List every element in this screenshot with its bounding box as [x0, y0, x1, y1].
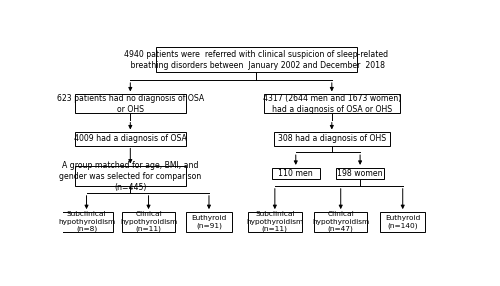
Text: Euthyroid
(n=140): Euthyroid (n=140) [385, 215, 420, 229]
Text: Euthyroid
(n=91): Euthyroid (n=91) [192, 215, 226, 229]
FancyBboxPatch shape [75, 132, 186, 146]
Text: A group matched for age, BMI, and
gender was selected for comparison
(n=445): A group matched for age, BMI, and gender… [59, 161, 202, 192]
FancyBboxPatch shape [314, 212, 368, 232]
Text: Subclinical
hypothyroidism
(n=8): Subclinical hypothyroidism (n=8) [58, 211, 115, 233]
FancyBboxPatch shape [264, 94, 400, 113]
Text: Subclinical
hypothyroidism
(n=11): Subclinical hypothyroidism (n=11) [246, 211, 304, 233]
FancyBboxPatch shape [122, 212, 176, 232]
Text: 308 had a diagnosis of OHS: 308 had a diagnosis of OHS [278, 134, 386, 143]
FancyBboxPatch shape [75, 166, 186, 186]
Text: 4009 had a diagnosis of OSA: 4009 had a diagnosis of OSA [74, 134, 186, 143]
FancyBboxPatch shape [75, 94, 186, 113]
FancyBboxPatch shape [186, 212, 232, 232]
Text: Clinical
hypothyroidism
(n=47): Clinical hypothyroidism (n=47) [312, 211, 370, 233]
FancyBboxPatch shape [60, 212, 114, 232]
FancyBboxPatch shape [380, 212, 425, 232]
Text: 110 men: 110 men [278, 169, 313, 178]
FancyBboxPatch shape [274, 132, 390, 146]
FancyBboxPatch shape [272, 168, 320, 179]
FancyBboxPatch shape [248, 212, 302, 232]
FancyBboxPatch shape [156, 47, 357, 72]
Text: 4940 patients were  referred with clinical suspicion of sleep-related
 breathing: 4940 patients were referred with clinica… [124, 50, 388, 69]
Text: 198 women: 198 women [338, 169, 383, 178]
FancyBboxPatch shape [336, 168, 384, 179]
Text: Clinical
hypothyroidism
(n=11): Clinical hypothyroidism (n=11) [120, 211, 177, 233]
Text: 4317 (2644 men and 1673 women)
had a diagnosis of OSA or OHS: 4317 (2644 men and 1673 women) had a dia… [262, 94, 401, 114]
Text: 623 patients had no diagnosis of OSA
or OHS: 623 patients had no diagnosis of OSA or … [57, 94, 204, 114]
